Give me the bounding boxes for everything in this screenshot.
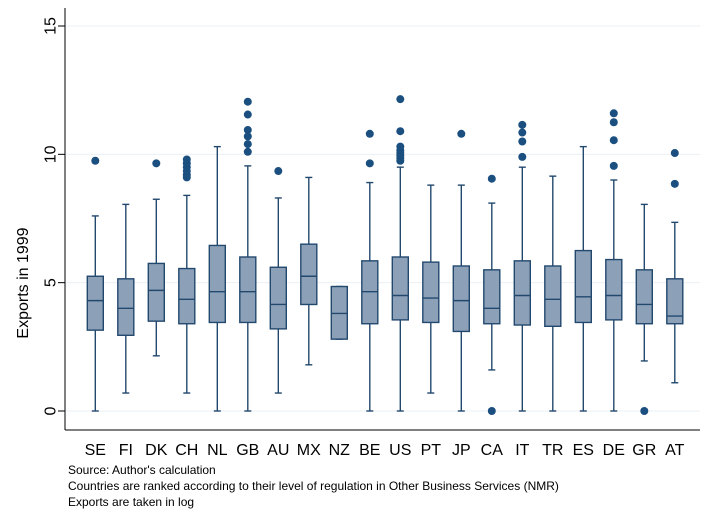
outlier-de-1 [609, 161, 618, 170]
box-body-tr [544, 265, 562, 328]
box-body-us [391, 256, 409, 321]
box-body-gr [635, 269, 653, 325]
outlier-us-7 [396, 127, 405, 136]
box-body-pt [422, 261, 440, 324]
box-pt [422, 184, 440, 394]
box-fi [117, 203, 135, 394]
box-nl [208, 145, 227, 412]
source-note: Source: Author's calculation [68, 463, 216, 477]
box-body-jp [452, 265, 470, 333]
x-tick-label-tr: TR [542, 442, 563, 459]
x-tick-label-jp: JP [452, 442, 471, 459]
outlier-se-1 [91, 156, 100, 165]
x-tick-label-ch: CH [175, 442, 198, 459]
outlier-de-2 [609, 136, 618, 145]
box-body-ch [178, 267, 196, 325]
box-se [86, 156, 105, 412]
box-nz [330, 285, 348, 340]
outlier-at-1 [670, 179, 679, 188]
outlier-be-1 [365, 159, 374, 168]
y-tick-label-5: 5 [43, 278, 60, 287]
box-body-it [513, 260, 531, 326]
axes: 0 5 10 15 SE FI DK CH NL GB AU MX NZ BE US PT JP CA IT TR ES… [43, 8, 700, 459]
box-it [513, 120, 531, 412]
box-body-gb [239, 256, 257, 324]
box-body-fi [117, 278, 135, 336]
x-tick-label-ca: CA [481, 442, 504, 459]
box-dk [147, 159, 166, 357]
x-tick-label-at: AT [665, 442, 684, 459]
box-be [361, 129, 379, 412]
x-tick-label-nl: NL [207, 442, 228, 459]
outlier-it-4 [518, 120, 527, 129]
box-ca [483, 174, 501, 415]
box-tr [544, 175, 562, 412]
outlier-dk-1 [152, 159, 161, 168]
x-tick-label-fi: FI [119, 442, 133, 459]
outlier-gb-2 [243, 140, 252, 149]
outlier-it-1 [518, 152, 527, 161]
box-us [391, 95, 409, 412]
outlier-ch-6 [182, 155, 191, 164]
y-axis-title: Exports in 1999 [15, 227, 32, 338]
outlier-it-2 [518, 137, 527, 146]
box-body-es [574, 249, 592, 324]
x-tick-label-de: DE [603, 442, 625, 459]
box-au [269, 167, 287, 394]
log-note: Exports are taken in log [68, 495, 194, 509]
grid-lines [66, 25, 700, 412]
box-body-au [269, 266, 287, 330]
x-tick-label-pt: PT [421, 442, 442, 459]
ranking-note: Countries are ranked according to their … [68, 479, 559, 493]
x-tick-label-mx: MX [297, 442, 321, 459]
y-tick-label-0: 0 [43, 406, 60, 415]
x-tick-label-gb: GB [236, 442, 259, 459]
x-tick-label-nz: NZ [329, 442, 351, 459]
box-series [86, 95, 684, 415]
outlier-au-1 [274, 167, 283, 176]
box-de [605, 109, 623, 412]
outlier-us-6 [396, 142, 405, 151]
box-body-se [86, 275, 105, 331]
x-tick-label-au: AU [267, 442, 289, 459]
x-tick-label-gr: GR [632, 442, 656, 459]
box-body-dk [147, 262, 166, 322]
y-tick-label-10: 10 [43, 145, 60, 163]
box-body-ca [483, 269, 501, 325]
outlier-be-2 [365, 129, 374, 138]
outlier-gb-4 [243, 125, 252, 134]
box-ch [178, 155, 196, 394]
box-mx [300, 176, 318, 366]
box-es [574, 145, 592, 412]
x-tick-label-se: SE [85, 442, 106, 459]
outlier-gb-1 [243, 147, 252, 156]
outlier-it-3 [518, 128, 527, 137]
outlier-de-3 [609, 118, 618, 127]
outlier-us-8 [396, 95, 405, 104]
x-tick-label-us: US [389, 442, 411, 459]
outlier-gb-6 [243, 97, 252, 106]
outlier-ca-2 [487, 174, 496, 183]
outlier-gb-3 [243, 132, 252, 141]
box-body-mx [300, 243, 318, 306]
box-gr [635, 203, 653, 415]
x-tick-label-es: ES [573, 442, 594, 459]
box-body-de [605, 258, 623, 321]
x-tick-label-dk: DK [145, 442, 168, 459]
outlier-jp-1 [457, 129, 466, 138]
outlier-gr-1 [640, 407, 649, 415]
box-jp [452, 129, 470, 412]
box-body-at [666, 278, 684, 325]
outlier-de-4 [609, 109, 618, 118]
outlier-ca-1 [487, 407, 496, 415]
y-tick-label-15: 15 [43, 17, 60, 35]
outlier-at-2 [670, 149, 679, 158]
box-body-nl [208, 244, 227, 324]
box-at [666, 149, 684, 384]
x-tick-label-it: IT [515, 442, 529, 459]
outlier-gb-5 [243, 110, 252, 119]
x-tick-label-be: BE [359, 442, 380, 459]
box-gb [239, 97, 257, 412]
